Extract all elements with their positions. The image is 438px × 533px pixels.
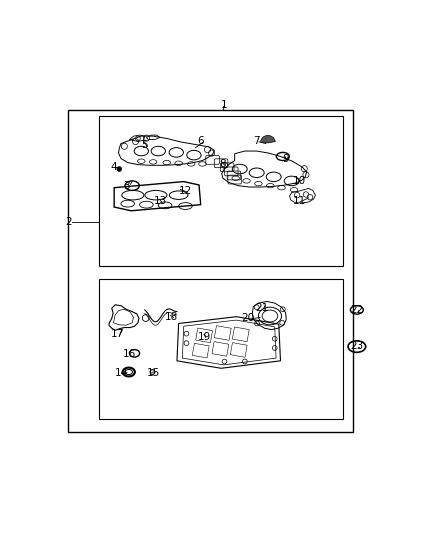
Bar	[196, 328, 212, 343]
Text: 3: 3	[123, 181, 129, 191]
Text: 18: 18	[165, 312, 179, 322]
Text: 5: 5	[141, 140, 148, 150]
Text: 13: 13	[153, 196, 166, 206]
Text: 9: 9	[282, 154, 289, 164]
Text: 7: 7	[254, 136, 260, 146]
Text: 19: 19	[198, 332, 211, 342]
Text: 14: 14	[114, 368, 127, 378]
Wedge shape	[261, 135, 275, 143]
Bar	[214, 326, 231, 340]
Text: 2: 2	[65, 216, 72, 227]
Text: 6: 6	[198, 136, 204, 146]
Text: 16: 16	[123, 349, 136, 359]
Circle shape	[117, 167, 122, 172]
Bar	[230, 343, 247, 357]
Text: 8: 8	[219, 159, 226, 169]
Text: 23: 23	[350, 341, 364, 351]
Bar	[99, 116, 343, 266]
Bar	[212, 342, 229, 356]
Text: 1: 1	[221, 100, 228, 110]
Text: 12: 12	[179, 186, 192, 196]
Bar	[232, 327, 249, 342]
Text: 20: 20	[242, 313, 255, 324]
Text: 17: 17	[111, 329, 124, 338]
Bar	[192, 343, 209, 358]
Bar	[68, 110, 353, 432]
Text: 11: 11	[293, 196, 306, 206]
Text: 15: 15	[147, 368, 160, 378]
Text: 10: 10	[293, 176, 306, 186]
Bar	[99, 279, 343, 418]
Text: 22: 22	[350, 305, 364, 315]
Text: 4: 4	[111, 163, 117, 172]
Text: 21: 21	[255, 303, 268, 313]
